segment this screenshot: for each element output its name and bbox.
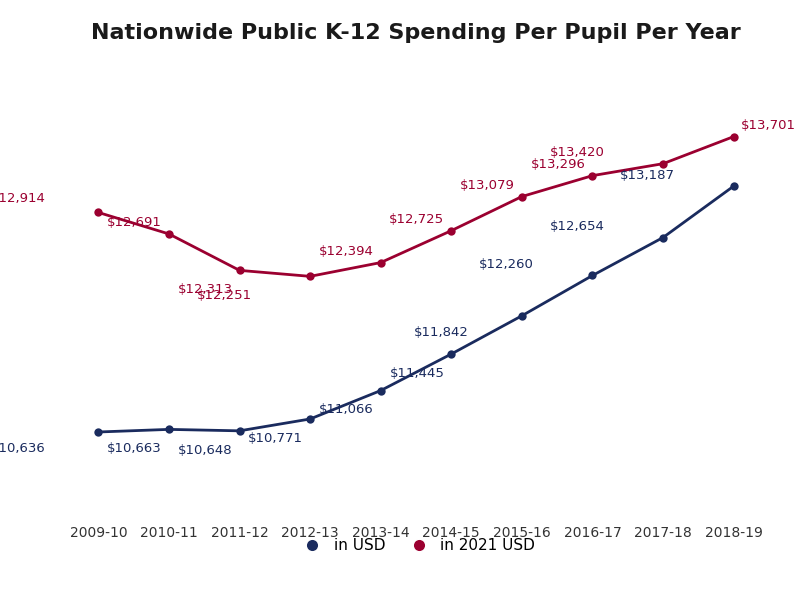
Text: $12,725: $12,725 [390, 213, 444, 226]
in 2021 USD [306, 273, 315, 280]
Text: $12,691: $12,691 [107, 216, 162, 229]
in 2021 USD [588, 172, 598, 179]
Text: $11,842: $11,842 [414, 326, 469, 339]
Text: $12,313: $12,313 [178, 283, 233, 296]
in USD [517, 312, 526, 319]
Text: $12,260: $12,260 [479, 258, 534, 271]
in USD [588, 272, 598, 279]
Line: in 2021 USD: in 2021 USD [94, 132, 738, 281]
in USD [234, 427, 244, 434]
in 2021 USD [234, 267, 244, 274]
Text: $12,914: $12,914 [0, 192, 46, 205]
Text: $10,636: $10,636 [0, 442, 46, 455]
Text: $12,394: $12,394 [319, 245, 374, 258]
Text: $10,648: $10,648 [178, 444, 233, 457]
Title: Nationwide Public K-12 Spending Per Pupil Per Year: Nationwide Public K-12 Spending Per Pupi… [91, 23, 741, 43]
Text: $13,420: $13,420 [550, 146, 605, 159]
in USD [164, 426, 174, 433]
in USD [376, 387, 386, 394]
in 2021 USD [376, 259, 386, 266]
Line: in USD: in USD [94, 182, 738, 436]
in 2021 USD [517, 193, 526, 200]
in 2021 USD [729, 133, 738, 140]
Text: $10,771: $10,771 [248, 432, 303, 445]
in 2021 USD [658, 160, 668, 167]
Legend: in USD, in 2021 USD: in USD, in 2021 USD [291, 532, 541, 559]
Text: $10,663: $10,663 [107, 442, 162, 455]
Text: $11,445: $11,445 [390, 367, 444, 380]
in USD [729, 182, 738, 190]
in 2021 USD [164, 231, 174, 238]
Text: $13,701: $13,701 [741, 119, 795, 132]
in USD [306, 415, 315, 423]
Text: $13,187: $13,187 [620, 169, 675, 182]
Text: $13,296: $13,296 [530, 158, 586, 171]
Text: $12,654: $12,654 [550, 220, 605, 233]
in USD [446, 350, 456, 358]
in 2021 USD [446, 227, 456, 234]
Text: $11,066: $11,066 [319, 403, 374, 417]
in USD [658, 234, 668, 241]
in 2021 USD [94, 209, 103, 216]
Text: $12,251: $12,251 [197, 289, 252, 302]
Text: $13,079: $13,079 [460, 179, 515, 192]
in USD [94, 429, 103, 436]
